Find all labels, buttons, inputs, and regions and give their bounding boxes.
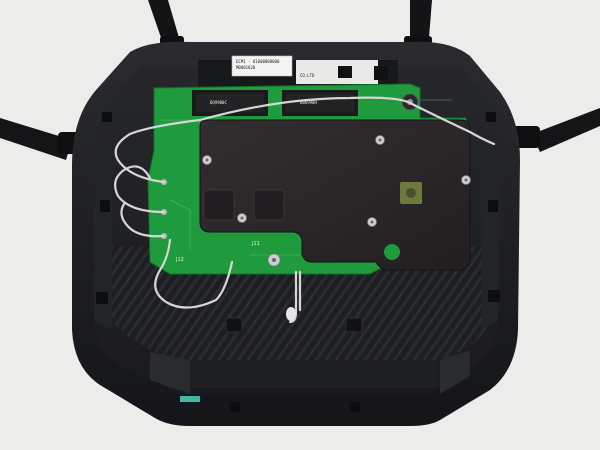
led-light-pipe	[180, 396, 200, 402]
housing-clips	[96, 112, 500, 412]
shield-plate	[199, 119, 471, 271]
sticker-text-line-2: M0001020	[236, 65, 256, 70]
barcode-sticker	[231, 55, 293, 77]
sticker-text-line-3: CO.LTD	[300, 73, 315, 78]
floor-standoffs	[225, 317, 363, 333]
pcb-marking-j12: J12	[176, 257, 184, 263]
plate-emboss-left	[203, 189, 235, 221]
plate-round-hole	[384, 244, 400, 260]
relay-label-right: D06990H	[300, 100, 317, 105]
pcb-marking-j11: J11	[252, 241, 260, 247]
antenna-cables	[113, 96, 496, 324]
sticker-text-line-1: ECM1 - 81000000000	[236, 59, 280, 64]
relay-label-left: DQ9900C	[210, 100, 227, 105]
cable-clip	[286, 307, 296, 321]
plate-emboss-right	[253, 189, 285, 221]
